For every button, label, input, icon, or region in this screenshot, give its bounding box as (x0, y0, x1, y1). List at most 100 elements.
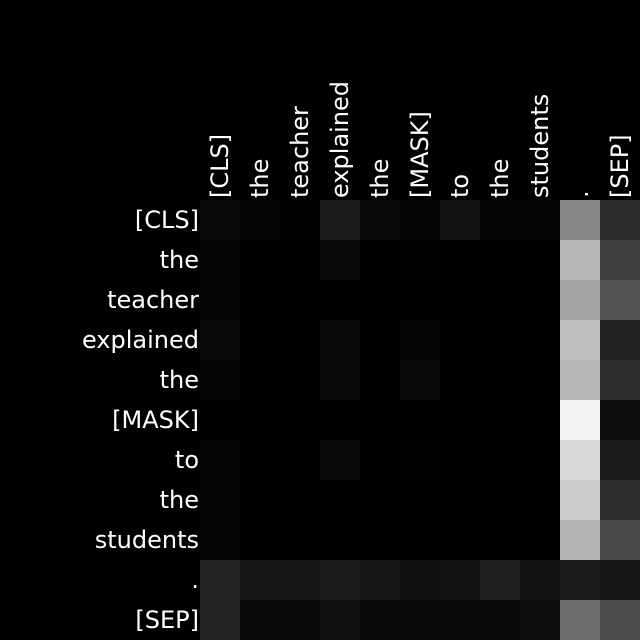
heatmap-cell-r8-c0 (200, 520, 240, 560)
heatmap-cell-r4-c5 (400, 360, 440, 400)
heatmap-cell-r10-c6 (440, 600, 480, 640)
y-tick-label-5: [MASK] (112, 406, 199, 434)
heatmap-cell-r8-c9 (560, 520, 600, 560)
heatmap-cell-r1-c5 (400, 240, 440, 280)
heatmap-cell-r9-c1 (240, 560, 280, 600)
heatmap-cell-r9-c4 (360, 560, 400, 600)
heatmap-cell-r5-c10 (600, 400, 640, 440)
heatmap-cell-r2-c4 (360, 280, 400, 320)
heatmap-cell-r0-c5 (400, 200, 440, 240)
heatmap-cell-r8-c10 (600, 520, 640, 560)
heatmap-cell-r0-c6 (440, 200, 480, 240)
heatmap-cell-r2-c7 (480, 280, 520, 320)
heatmap-cell-r0-c4 (360, 200, 400, 240)
heatmap-cell-r5-c5 (400, 400, 440, 440)
y-tick-label-8: students (95, 526, 199, 554)
heatmap-cell-r10-c5 (400, 600, 440, 640)
heatmap-cell-r5-c1 (240, 400, 280, 440)
heatmap-cell-r1-c3 (320, 240, 360, 280)
heatmap-cell-r3-c3 (320, 320, 360, 360)
heatmap-cell-r9-c7 (480, 560, 520, 600)
heatmap-cell-r6-c10 (600, 440, 640, 480)
heatmap-cell-r1-c9 (560, 240, 600, 280)
heatmap-cell-r1-c4 (360, 240, 400, 280)
heatmap-cell-r9-c0 (200, 560, 240, 600)
x-tick-label-4: the (366, 159, 394, 198)
heatmap-cell-r5-c6 (440, 400, 480, 440)
heatmap-cell-r3-c8 (520, 320, 560, 360)
heatmap-cell-r1-c6 (440, 240, 480, 280)
heatmap-cell-r6-c9 (560, 440, 600, 480)
heatmap-cell-r3-c5 (400, 320, 440, 360)
heatmap-cell-r5-c4 (360, 400, 400, 440)
heatmap-cell-r9-c8 (520, 560, 560, 600)
heatmap-cell-r5-c2 (280, 400, 320, 440)
heatmap-cell-r7-c5 (400, 480, 440, 520)
x-tick-label-3: explained (326, 81, 354, 198)
heatmap-cell-r7-c8 (520, 480, 560, 520)
x-tick-label-7: the (486, 159, 514, 198)
heatmap-cell-r8-c5 (400, 520, 440, 560)
x-tick-label-2: teacher (286, 106, 314, 198)
heatmap-cell-r4-c9 (560, 360, 600, 400)
y-tick-label-9: . (191, 566, 199, 594)
heatmap-cell-r1-c7 (480, 240, 520, 280)
heatmap-cell-r0-c2 (280, 200, 320, 240)
y-tick-label-0: [CLS] (135, 206, 199, 234)
y-tick-label-2: teacher (107, 286, 199, 314)
heatmap-cell-r8-c8 (520, 520, 560, 560)
heatmap-cell-r7-c3 (320, 480, 360, 520)
heatmap-cell-r2-c10 (600, 280, 640, 320)
heatmap-cell-r5-c9 (560, 400, 600, 440)
heatmap-cell-r4-c10 (600, 360, 640, 400)
heatmap-cell-r10-c1 (240, 600, 280, 640)
heatmap-cell-r0-c9 (560, 200, 600, 240)
heatmap-cell-r4-c7 (480, 360, 520, 400)
heatmap-cell-r4-c4 (360, 360, 400, 400)
heatmap-cell-r8-c7 (480, 520, 520, 560)
heatmap-cell-r9-c2 (280, 560, 320, 600)
x-tick-label-5: [MASK] (406, 111, 434, 198)
heatmap-cell-r9-c6 (440, 560, 480, 600)
x-tick-label-8: students (526, 94, 554, 198)
x-tick-label-0: [CLS] (206, 134, 234, 198)
heatmap-cell-r9-c10 (600, 560, 640, 600)
heatmap-cell-r3-c4 (360, 320, 400, 360)
heatmap-cell-r10-c4 (360, 600, 400, 640)
heatmap-cell-r4-c1 (240, 360, 280, 400)
heatmap-cell-r2-c3 (320, 280, 360, 320)
heatmap-cell-r4-c6 (440, 360, 480, 400)
y-tick-label-6: to (175, 446, 199, 474)
heatmap-cell-r5-c3 (320, 400, 360, 440)
y-tick-label-7: the (160, 486, 199, 514)
heatmap-cell-r1-c0 (200, 240, 240, 280)
heatmap-cell-r0-c8 (520, 200, 560, 240)
heatmap-cell-r8-c1 (240, 520, 280, 560)
heatmap-cell-r8-c2 (280, 520, 320, 560)
y-tick-label-3: explained (82, 326, 199, 354)
x-axis-tick-labels: [CLS] the teacher explained the [MASK] to the st… (206, 81, 634, 198)
heatmap-cell-r8-c6 (440, 520, 480, 560)
heatmap-cell-r6-c3 (320, 440, 360, 480)
heatmap-cell-r6-c8 (520, 440, 560, 480)
heatmap-cell-r4-c8 (520, 360, 560, 400)
heatmap-cell-r4-c2 (280, 360, 320, 400)
heatmap-cell-r6-c7 (480, 440, 520, 480)
heatmap-cell-r2-c0 (200, 280, 240, 320)
heatmap-cell-r7-c7 (480, 480, 520, 520)
heatmap-cell-r6-c1 (240, 440, 280, 480)
heatmap-cell-r1-c10 (600, 240, 640, 280)
heatmap-cell-r5-c8 (520, 400, 560, 440)
heatmap-cell-r7-c4 (360, 480, 400, 520)
heatmap-cell-r10-c8 (520, 600, 560, 640)
heatmap-cell-r2-c2 (280, 280, 320, 320)
heatmap-cells (200, 200, 640, 640)
heatmap-cell-r9-c3 (320, 560, 360, 600)
x-tick-label-9: . (566, 190, 594, 198)
heatmap-cell-r2-c5 (400, 280, 440, 320)
heatmap-cell-r4-c3 (320, 360, 360, 400)
heatmap-cell-r3-c7 (480, 320, 520, 360)
heatmap-cell-r7-c1 (240, 480, 280, 520)
heatmap-cell-r2-c9 (560, 280, 600, 320)
